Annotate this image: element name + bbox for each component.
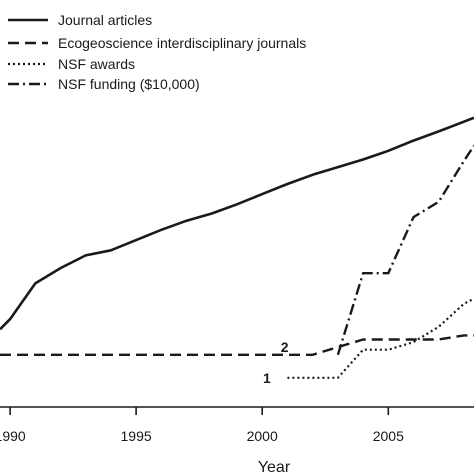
legend-label-nsf-awards: NSF awards [58, 56, 135, 72]
annotation-layer: 7221 [263, 339, 289, 386]
legend: Journal articles Ecogeoscience interdisc… [8, 12, 306, 92]
series-line-1 [0, 334, 474, 356]
legend-label-nsf-funding: NSF funding ($10,000) [58, 76, 200, 92]
legend-label-journal-articles: Journal articles [58, 12, 152, 28]
annotation-label-3: 1 [263, 370, 271, 386]
x-tick-label-2: 2000 [247, 428, 278, 444]
x-axis-title: Year [258, 459, 291, 474]
series-line-3 [336, 145, 474, 356]
x-tick-label-3: 2005 [373, 428, 404, 444]
series-line-2 [287, 297, 474, 379]
annotation-label-2: 2 [281, 339, 289, 355]
x-tick-label-1: 1995 [121, 428, 152, 444]
series-layer [0, 116, 474, 379]
legend-label-ecogeoscience-journals: Ecogeoscience interdisciplinary journals [58, 35, 306, 51]
series-line-0 [0, 116, 474, 331]
